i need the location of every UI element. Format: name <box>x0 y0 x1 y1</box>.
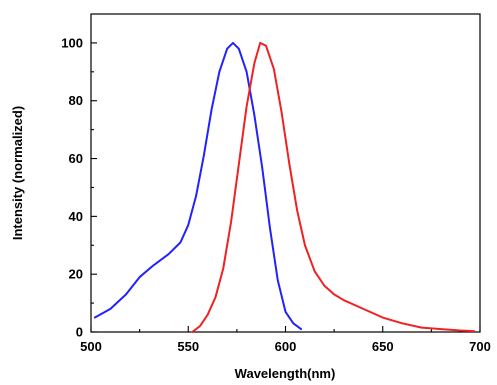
x-tick-label-500: 500 <box>80 339 102 354</box>
y-axis-title: Intensity (normalized) <box>10 106 25 240</box>
x-tick-label-550: 550 <box>177 339 199 354</box>
plot-frame-border <box>90 13 481 333</box>
axis-ticks: 500 550 600 650 700 0 20 40 60 80 100 <box>61 35 491 354</box>
plot-frame <box>90 13 481 333</box>
series-line-2 <box>191 41 476 333</box>
y-tick-label-20: 20 <box>69 267 83 282</box>
y-tick-label-40: 40 <box>69 209 83 224</box>
y-tick-label-0: 0 <box>76 325 83 340</box>
x-tick-label-700: 700 <box>469 339 491 354</box>
series-layer <box>93 41 476 333</box>
y-tick-label-80: 80 <box>69 93 83 108</box>
y-tick-label-100: 100 <box>61 35 83 50</box>
series-line-1 <box>93 41 303 331</box>
y-tick-label-60: 60 <box>69 151 83 166</box>
x-tick-label-650: 650 <box>372 339 394 354</box>
x-tick-label-600: 600 <box>275 339 297 354</box>
x-axis-title: Wavelength(nm) <box>235 366 336 381</box>
